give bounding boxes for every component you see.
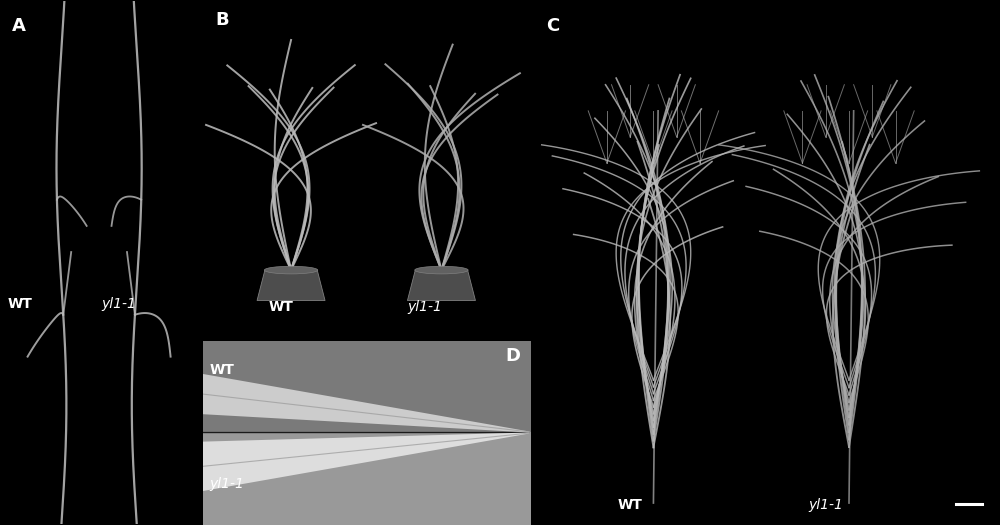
Text: B: B: [216, 11, 229, 29]
Text: yl1-1: yl1-1: [808, 498, 843, 512]
Text: WT: WT: [8, 297, 33, 311]
Text: yl1-1: yl1-1: [209, 477, 244, 491]
Text: yl1-1: yl1-1: [408, 300, 443, 314]
Text: A: A: [12, 17, 26, 35]
Polygon shape: [203, 374, 530, 433]
Text: C: C: [546, 17, 560, 35]
Text: WT: WT: [209, 363, 234, 377]
Text: WT: WT: [269, 300, 294, 314]
Polygon shape: [407, 270, 475, 300]
Text: D: D: [505, 346, 520, 364]
Polygon shape: [203, 433, 530, 491]
Text: yl1-1: yl1-1: [101, 297, 136, 311]
Polygon shape: [257, 270, 325, 300]
Ellipse shape: [415, 266, 468, 274]
Text: WT: WT: [618, 498, 643, 512]
Ellipse shape: [264, 266, 318, 274]
